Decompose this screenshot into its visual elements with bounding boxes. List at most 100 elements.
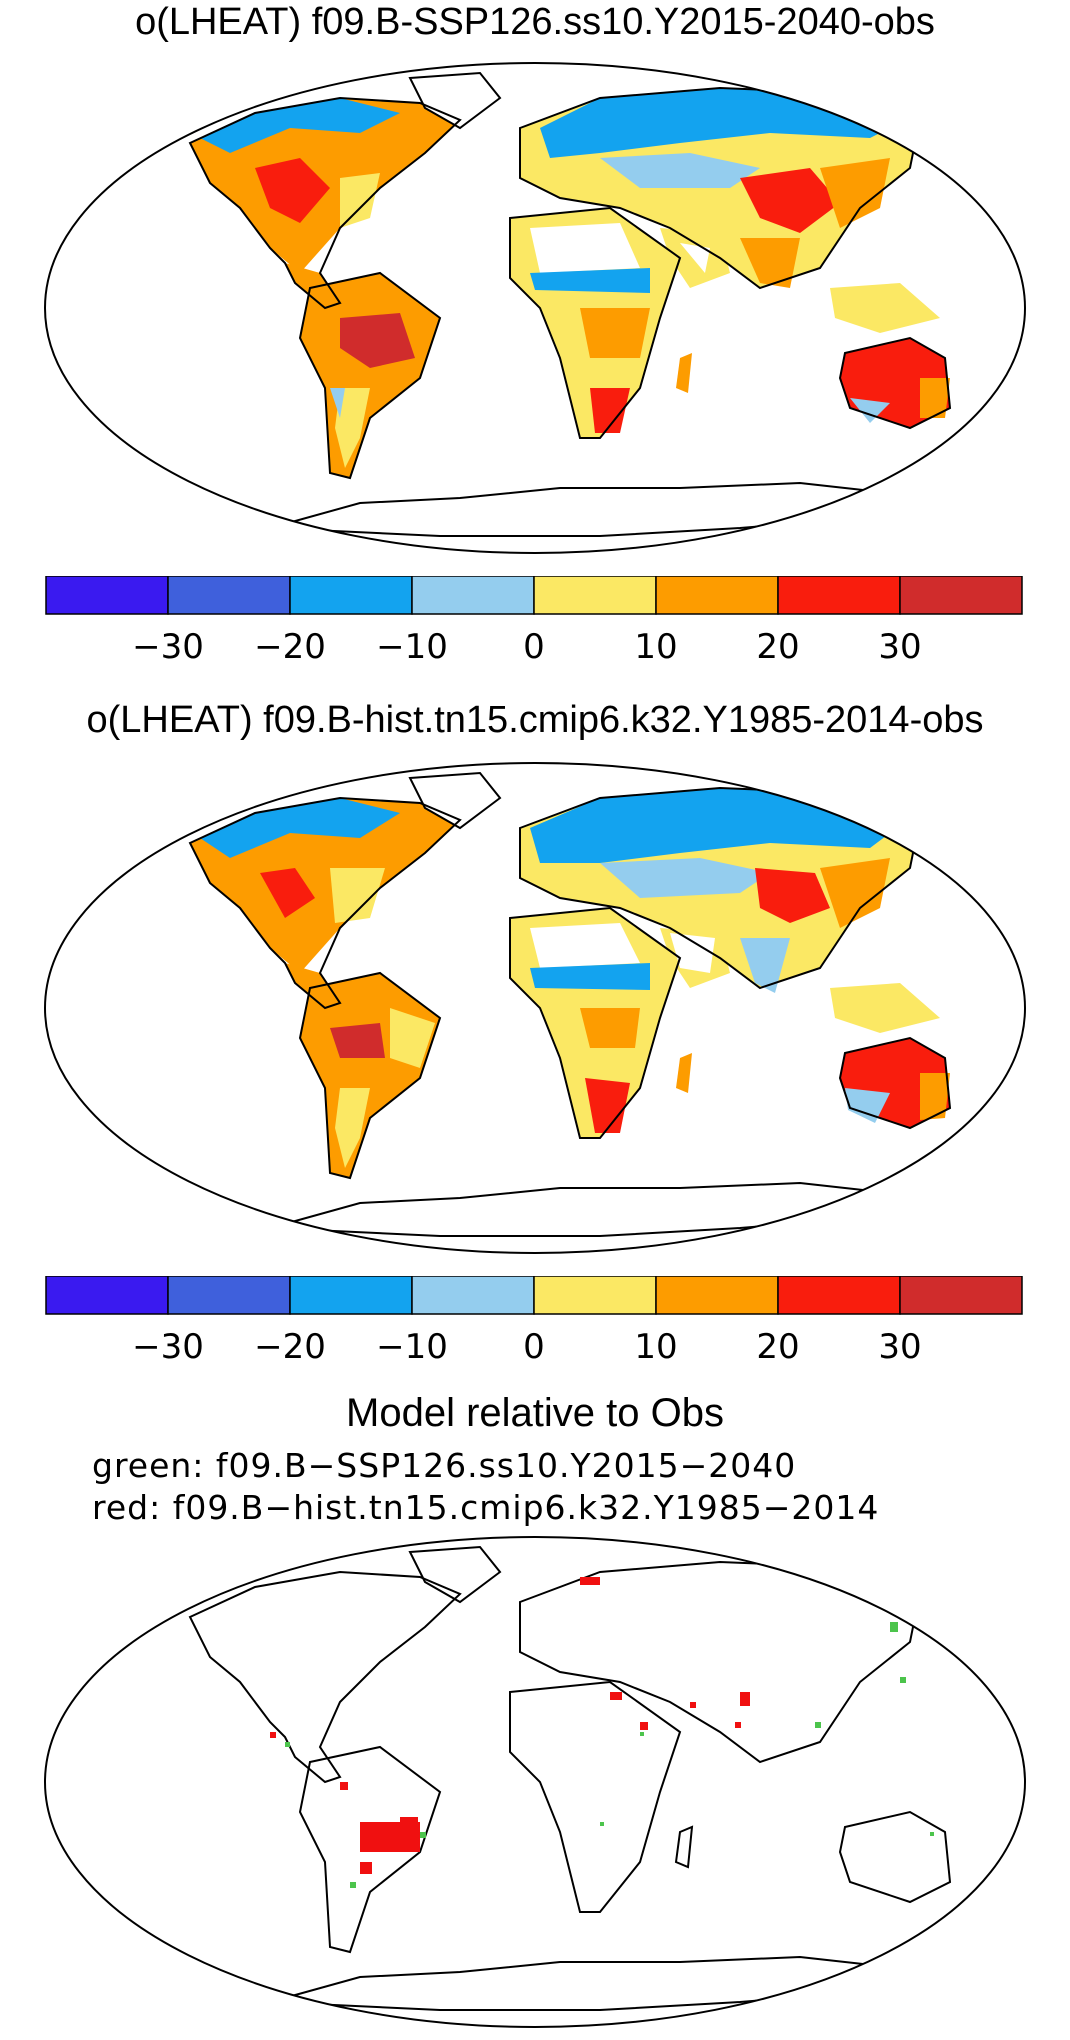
antarctica-outline: [269, 1181, 893, 1237]
red-marker: [610, 1692, 622, 1700]
asia-core: [755, 868, 830, 923]
outline-madagascar: [674, 1825, 694, 1869]
outline-africa: [509, 906, 682, 1139]
green-marker: [815, 1722, 821, 1728]
colorbar-tick-label: −30: [132, 1327, 204, 1366]
panel-1-title: o(LHEAT) f09.B-SSP126.ss10.Y2015-2040-ob…: [135, 1, 935, 43]
outline-australia: [838, 336, 952, 430]
green-marker: [350, 1882, 356, 1888]
outline-africa: [509, 206, 682, 439]
colorbar-swatch: [411, 576, 535, 615]
colorbar-tick-label: −20: [254, 1327, 326, 1366]
north-america-east: [330, 868, 385, 923]
red-marker: [640, 1722, 648, 1730]
north-america-north: [200, 798, 400, 858]
outline-australia: [838, 1036, 952, 1130]
north-america-east: [340, 173, 380, 228]
outline-north-america: [188, 1570, 462, 1784]
antarctica-outline: [269, 481, 893, 537]
australia-east: [920, 1073, 950, 1120]
green-marks: [285, 1622, 934, 1888]
south-america-south: [335, 1088, 370, 1168]
panel-1-map: [44, 62, 1026, 554]
outline-eurasia: [519, 1560, 922, 1764]
colorbar-tick-label: −10: [376, 1327, 448, 1366]
colorbar-swatch: [167, 1276, 291, 1315]
asia-east: [820, 158, 890, 228]
outline-africa: [509, 1680, 682, 1913]
colorbar-tick-label: 20: [756, 1327, 799, 1366]
colorbar-tick-label: −20: [254, 627, 326, 666]
red-marker: [380, 1832, 400, 1852]
africa-sahel: [530, 268, 650, 293]
red-marker: [735, 1722, 741, 1728]
se-asia-islands: [830, 983, 940, 1033]
difference-map: [44, 1536, 1026, 2028]
south-america-south: [335, 388, 370, 468]
north-america-core: [260, 868, 315, 918]
colorbar-tick-label: 0: [523, 627, 545, 666]
colorbar-swatch: [899, 1276, 1023, 1315]
red-marker: [270, 1732, 276, 1738]
difference-title: Model relative to Obs: [346, 1391, 724, 1435]
colorbar-swatch: [655, 576, 779, 615]
panel-2-map: [44, 762, 1026, 1254]
madagascar-region: [676, 353, 692, 393]
arabia-core: [670, 933, 715, 973]
colorbar-swatch: [289, 1276, 413, 1315]
red-marker: [690, 1702, 696, 1708]
asia-south: [740, 238, 800, 288]
asia-east: [820, 858, 890, 928]
green-marker: [420, 1832, 426, 1838]
red-marks: [270, 1577, 750, 1874]
panel-1-colorbar: −30 −20 −10 0 10 20 30: [45, 576, 1023, 666]
outline-south-america: [298, 271, 442, 480]
africa-sahara: [530, 223, 640, 273]
red-marker: [360, 1862, 372, 1874]
africa-sahara: [530, 923, 640, 968]
colorbar-swatch: [655, 1276, 779, 1315]
colorbar-swatch: [533, 576, 657, 615]
colorbar-swatch: [289, 576, 413, 615]
colorbar-tick-label: −30: [132, 627, 204, 666]
green-marker: [930, 1832, 934, 1836]
legend-red-text: red: f09.B−hist.tn15.cmip6.k32.Y1985−201…: [92, 1488, 880, 1527]
colorbar-swatch: [45, 1276, 169, 1315]
colorbar-tick-label: −10: [376, 627, 448, 666]
australia-south: [850, 398, 890, 423]
outline-south-america: [298, 971, 442, 1180]
australia-south: [845, 1088, 890, 1123]
colorbar-swatch: [167, 576, 291, 615]
south-america-core: [340, 313, 415, 368]
green-marker: [640, 1732, 644, 1736]
red-marker: [580, 1577, 600, 1585]
colorbar-tick-label: 10: [634, 1327, 677, 1366]
north-america-north: [200, 98, 400, 153]
panel-2-title: o(LHEAT) f09.B-hist.tn15.cmip6.k32.Y1985…: [86, 699, 984, 741]
eurasia-mid: [600, 858, 770, 898]
green-marker: [285, 1742, 290, 1747]
colorbar-swatch: [45, 576, 169, 615]
green-marker: [900, 1677, 906, 1683]
south-america-region: [300, 273, 440, 478]
south-america-core: [330, 1023, 385, 1058]
red-marker: [340, 1782, 348, 1790]
arabia-core: [680, 243, 710, 273]
colorbar-tick-label: 30: [878, 627, 921, 666]
legend-green-text: green: f09.B−SSP126.ss10.Y2015−2040: [92, 1446, 797, 1485]
eurasia-mid: [600, 153, 760, 188]
green-marker: [890, 1622, 898, 1632]
north-america-core: [255, 158, 330, 223]
red-marker: [400, 1817, 418, 1831]
colorbar-swatch: [899, 576, 1023, 615]
outline-australia: [838, 1810, 952, 1904]
south-america-patch: [330, 388, 345, 418]
outline-north-america: [188, 96, 462, 310]
outline-antarctica: [269, 1955, 893, 2011]
australia-east: [920, 378, 950, 418]
south-america-east: [390, 1008, 435, 1068]
africa-south: [590, 388, 630, 433]
africa-sahel: [530, 963, 650, 990]
colorbar-swatch: [411, 1276, 535, 1315]
india-region: [740, 938, 790, 993]
